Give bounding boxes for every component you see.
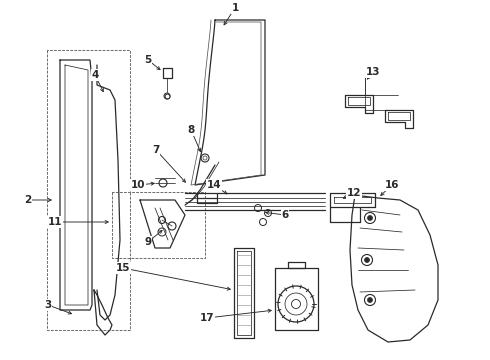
Text: 5: 5 [145,55,151,65]
Text: 14: 14 [207,180,221,190]
Text: 16: 16 [385,180,399,190]
Text: 3: 3 [45,300,51,310]
Circle shape [365,257,369,262]
Text: 12: 12 [347,188,361,198]
Text: 9: 9 [145,237,151,247]
Text: 10: 10 [131,180,145,190]
Text: 4: 4 [91,70,98,80]
Text: 17: 17 [200,313,214,323]
Text: 1: 1 [231,3,239,13]
Circle shape [368,216,372,220]
Text: 6: 6 [281,210,289,220]
Text: 2: 2 [24,195,32,205]
Text: 11: 11 [48,217,62,227]
Text: 7: 7 [152,145,160,155]
Text: 8: 8 [187,125,195,135]
Circle shape [368,297,372,302]
Text: 15: 15 [116,263,130,273]
Text: 13: 13 [366,67,380,77]
